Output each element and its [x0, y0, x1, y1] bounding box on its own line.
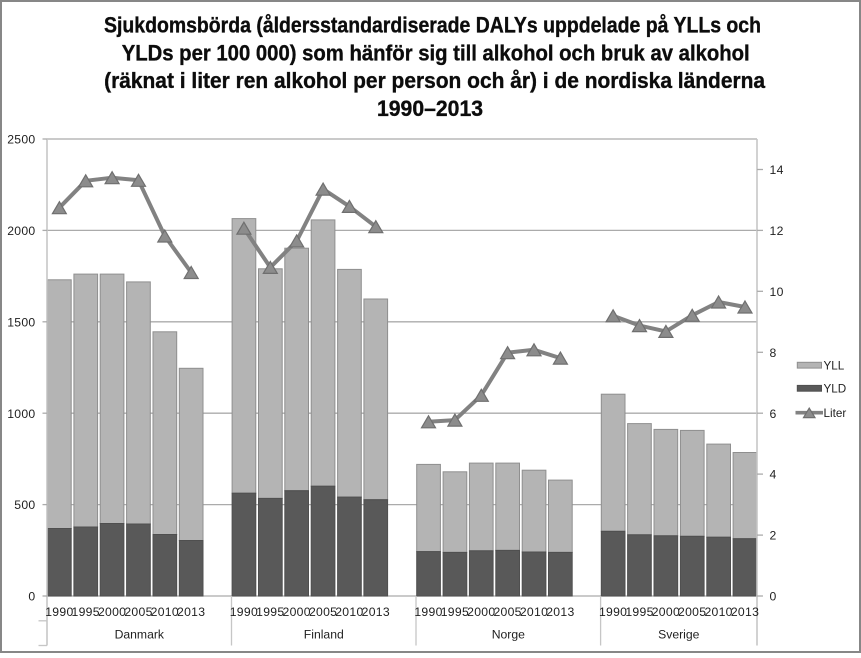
svg-text:2013: 2013	[546, 605, 574, 619]
svg-text:1000: 1000	[7, 407, 35, 421]
svg-text:2000: 2000	[7, 224, 35, 238]
svg-text:1500: 1500	[7, 315, 35, 329]
svg-text:12: 12	[770, 224, 784, 238]
svg-text:YLDs per 100 000) som hänför s: YLDs per 100 000) som hänför sig till al…	[122, 40, 750, 65]
svg-text:2013: 2013	[362, 605, 390, 619]
svg-text:2010: 2010	[704, 605, 732, 619]
svg-text:10: 10	[770, 285, 784, 299]
svg-text:1995: 1995	[72, 605, 100, 619]
svg-text:1995: 1995	[256, 605, 284, 619]
svg-text:2013: 2013	[731, 605, 759, 619]
svg-text:6: 6	[770, 407, 777, 421]
svg-text:2005: 2005	[124, 605, 152, 619]
svg-text:2010: 2010	[151, 605, 179, 619]
svg-text:1995: 1995	[441, 605, 469, 619]
svg-text:2: 2	[770, 529, 777, 543]
svg-text:1990: 1990	[45, 605, 73, 619]
svg-text:Sjukdomsbörda (åldersstandardi: Sjukdomsbörda (åldersstandardiserade DAL…	[104, 13, 761, 38]
svg-text:Danmark: Danmark	[115, 628, 165, 642]
svg-text:2013: 2013	[177, 605, 205, 619]
svg-text:Liter: Liter	[824, 407, 847, 420]
svg-text:1990: 1990	[414, 605, 442, 619]
svg-text:(räknat i liter ren alkohol pe: (räknat i liter ren alkohol per person o…	[104, 68, 766, 93]
svg-text:500: 500	[14, 498, 35, 512]
svg-text:4: 4	[770, 468, 777, 482]
svg-text:Finland: Finland	[304, 628, 344, 642]
svg-text:2000: 2000	[98, 605, 126, 619]
svg-text:2005: 2005	[678, 605, 706, 619]
svg-text:2005: 2005	[493, 605, 521, 619]
svg-text:2000: 2000	[652, 605, 680, 619]
svg-text:2005: 2005	[309, 605, 337, 619]
svg-text:14: 14	[770, 163, 784, 177]
svg-text:2000: 2000	[467, 605, 495, 619]
svg-text:1995: 1995	[625, 605, 653, 619]
svg-text:2500: 2500	[7, 133, 35, 147]
svg-text:2010: 2010	[520, 605, 548, 619]
svg-text:0: 0	[770, 590, 777, 604]
svg-text:YLD: YLD	[824, 383, 847, 396]
svg-text:2000: 2000	[283, 605, 311, 619]
svg-text:8: 8	[770, 346, 777, 360]
svg-text:YLL: YLL	[824, 360, 845, 373]
svg-text:Norge: Norge	[492, 628, 525, 642]
svg-text:Sverige: Sverige	[658, 628, 700, 642]
svg-text:1990: 1990	[599, 605, 627, 619]
svg-text:2010: 2010	[335, 605, 363, 619]
svg-text:1990–2013: 1990–2013	[377, 96, 483, 121]
svg-text:1990: 1990	[230, 605, 258, 619]
svg-text:0: 0	[28, 590, 35, 604]
